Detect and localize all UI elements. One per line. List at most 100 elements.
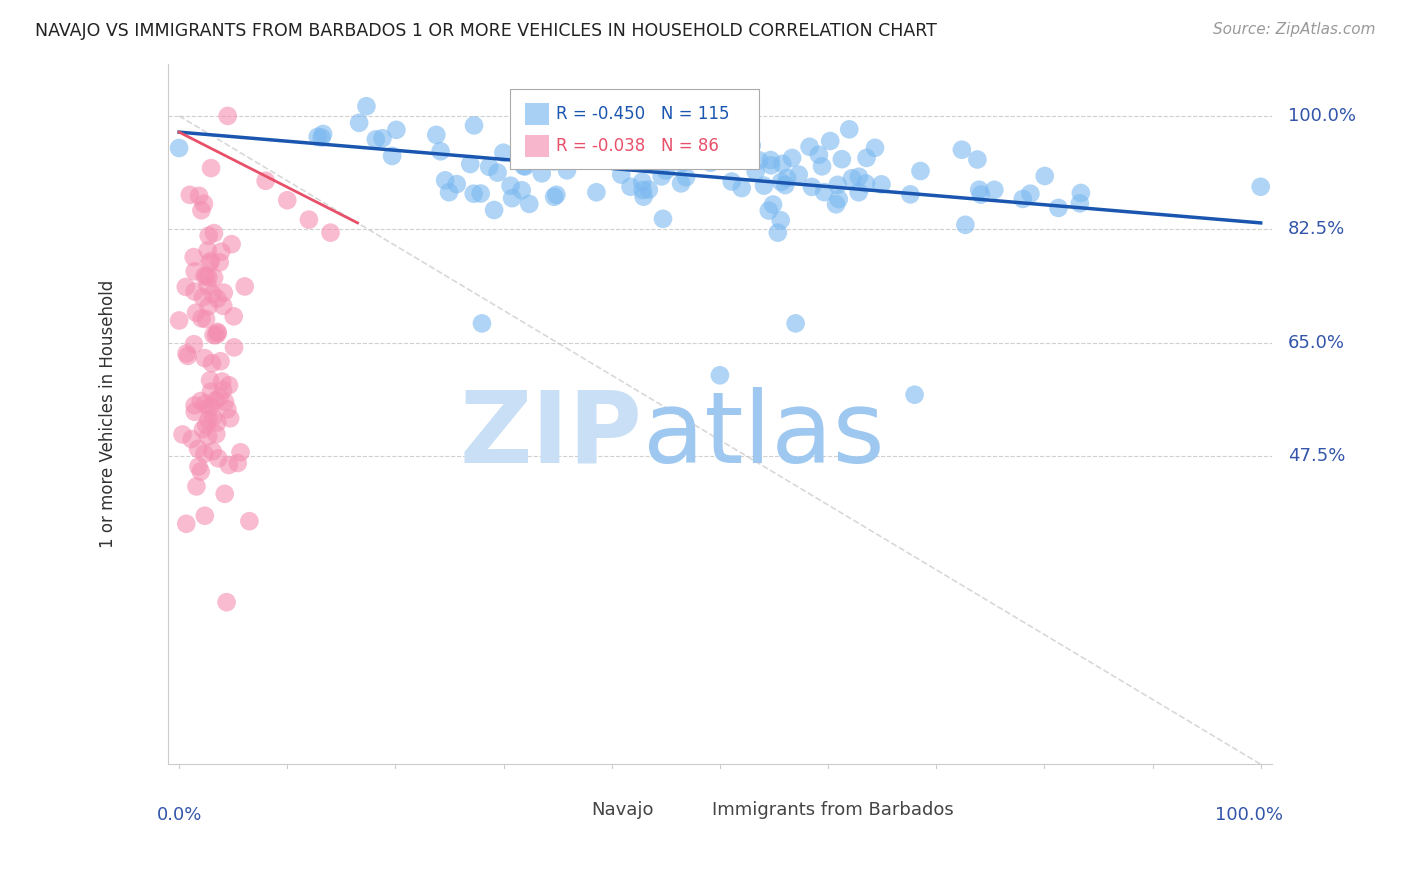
Point — [197, 228, 219, 243]
Point — [209, 244, 232, 259]
Point — [554, 121, 576, 136]
Point — [697, 136, 720, 150]
Point — [194, 508, 217, 523]
Point — [201, 287, 224, 301]
Point — [180, 432, 202, 446]
Point — [183, 337, 205, 351]
Point — [217, 402, 239, 417]
Point — [319, 226, 342, 240]
Point — [633, 189, 655, 203]
Point — [517, 197, 540, 211]
Point — [562, 146, 585, 161]
Text: NAVAJO VS IMMIGRANTS FROM BARBADOS 1 OR MORE VEHICLES IN HOUSEHOLD CORRELATION C: NAVAJO VS IMMIGRANTS FROM BARBADOS 1 OR … — [35, 22, 936, 40]
Point — [1011, 192, 1033, 206]
Point — [214, 394, 236, 409]
Point — [831, 152, 853, 166]
Point — [194, 397, 217, 411]
Point — [311, 130, 333, 145]
Point — [211, 375, 233, 389]
Point — [651, 169, 673, 184]
Point — [512, 159, 534, 173]
Point — [555, 163, 578, 178]
Point — [848, 169, 870, 184]
Point — [463, 186, 485, 201]
Point — [172, 427, 194, 442]
Point — [799, 140, 821, 154]
Point — [463, 119, 485, 133]
Text: Immigrants from Barbados: Immigrants from Barbados — [713, 802, 953, 820]
Point — [193, 447, 215, 461]
Point — [222, 310, 245, 324]
Point — [643, 135, 665, 149]
Point — [347, 116, 370, 130]
Point — [212, 299, 235, 313]
Point — [696, 144, 718, 158]
Text: atlas: atlas — [643, 386, 884, 483]
Point — [195, 418, 218, 433]
Text: 0.0%: 0.0% — [157, 806, 202, 824]
Point — [437, 186, 460, 200]
Point — [197, 413, 219, 427]
Text: R = -0.038   N = 86: R = -0.038 N = 86 — [555, 137, 718, 155]
Point — [1070, 186, 1092, 200]
Point — [202, 226, 225, 240]
Point — [356, 99, 378, 113]
Point — [682, 145, 704, 159]
Text: Navajo: Navajo — [591, 802, 654, 820]
Point — [183, 264, 205, 278]
Point — [807, 147, 830, 161]
Point — [174, 516, 197, 531]
Point — [219, 411, 242, 425]
Point — [195, 268, 218, 283]
Point — [197, 244, 219, 258]
Point — [215, 595, 238, 609]
Point — [983, 183, 1005, 197]
Point — [191, 422, 214, 436]
Point — [201, 410, 224, 425]
Point — [202, 270, 225, 285]
Point — [209, 354, 232, 368]
Text: 100.0%: 100.0% — [1288, 107, 1355, 125]
Point — [970, 187, 993, 202]
Point — [385, 123, 408, 137]
Point — [910, 164, 932, 178]
Point — [1069, 196, 1091, 211]
Point — [307, 129, 329, 144]
Bar — [524, 103, 548, 125]
Point — [197, 401, 219, 416]
Text: ZIP: ZIP — [460, 386, 643, 483]
Point — [198, 256, 221, 270]
Point — [1033, 169, 1056, 183]
Point — [709, 368, 731, 383]
Point — [208, 390, 231, 404]
Point — [637, 140, 659, 154]
Point — [200, 161, 222, 175]
Point — [187, 442, 209, 456]
Bar — [524, 135, 548, 157]
Point — [1047, 201, 1070, 215]
Point — [371, 131, 394, 145]
Point — [515, 160, 537, 174]
Point — [966, 153, 988, 167]
Point — [204, 393, 226, 408]
Point — [233, 279, 256, 293]
Point — [900, 187, 922, 202]
Point — [229, 445, 252, 459]
Point — [183, 405, 205, 419]
Point — [201, 444, 224, 458]
Point — [699, 155, 721, 169]
Point — [841, 171, 863, 186]
Point — [741, 138, 763, 153]
Point — [197, 429, 219, 443]
Point — [205, 328, 228, 343]
Point — [190, 311, 212, 326]
Point — [811, 159, 834, 173]
Point — [381, 149, 404, 163]
Text: 47.5%: 47.5% — [1288, 447, 1346, 466]
Point — [551, 133, 574, 147]
Point — [312, 127, 335, 141]
Point — [276, 193, 298, 207]
Point — [167, 141, 190, 155]
Point — [610, 168, 633, 182]
Point — [183, 398, 205, 412]
